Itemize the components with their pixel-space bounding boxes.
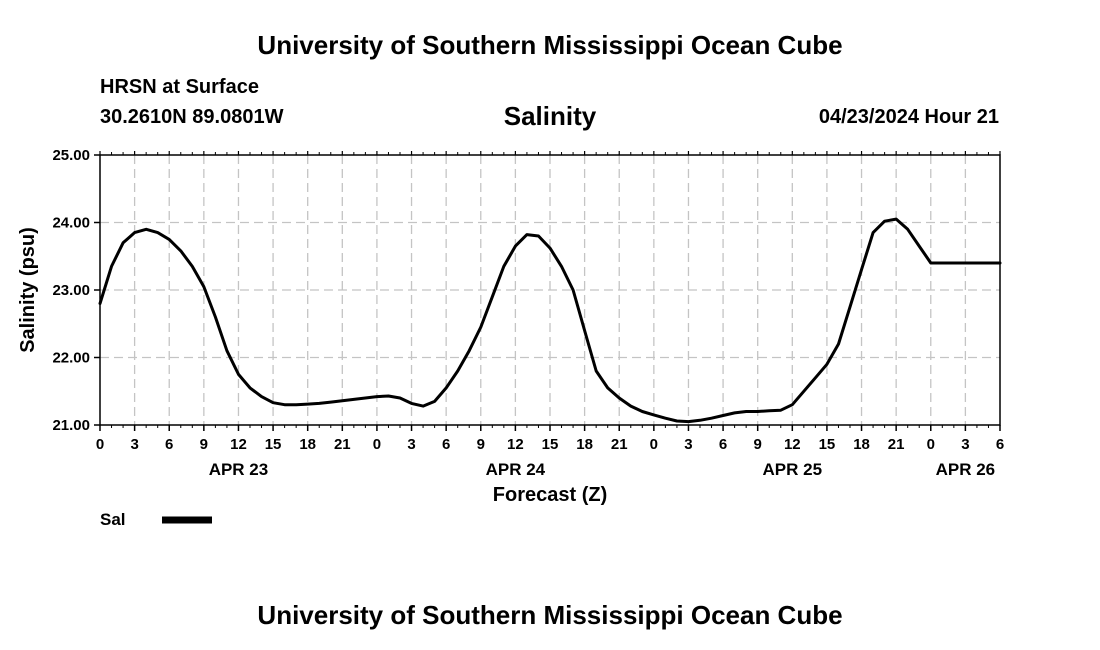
forecast-run-time: 04/23/2024 Hour 21: [818, 106, 999, 128]
x-tick-label: 6: [719, 436, 727, 453]
legend: Sal: [100, 510, 212, 529]
x-tick-label: 6: [442, 436, 450, 453]
y-axis: 21.00 22.00 23.00 24.00 25.00: [52, 147, 100, 434]
x-tick-label: 12: [784, 436, 801, 453]
x-tick-label: 6: [996, 436, 1004, 453]
x-axis-label: Forecast (Z): [493, 484, 607, 506]
legend-label: Sal: [100, 510, 126, 529]
x-tick-label: 6: [165, 436, 173, 453]
series-line-sal: [98, 217, 1002, 424]
x-tick-label: 9: [754, 436, 762, 453]
date-label: APR 23: [209, 460, 269, 479]
chart-title: Salinity: [503, 101, 597, 131]
y-tick-label: 24.00: [52, 215, 90, 232]
footer-title: University of Southern Mississippi Ocean…: [257, 600, 843, 630]
x-tick-label: 12: [230, 436, 247, 453]
x-tick-label: 3: [684, 436, 692, 453]
x-tick-label: 0: [650, 436, 658, 453]
plot-border: [99, 154, 1001, 426]
x-tick-label: 21: [334, 436, 351, 453]
coordinates-label: 30.2610N 89.0801W: [100, 106, 284, 128]
y-tick-label: 23.00: [52, 282, 90, 299]
x-tick-label: 18: [299, 436, 316, 453]
x-tick-label: 12: [507, 436, 524, 453]
x-tick-label: 3: [961, 436, 969, 453]
x-tick-label: 9: [200, 436, 208, 453]
x-tick-label: 15: [542, 436, 559, 453]
x-tick-label: 18: [853, 436, 870, 453]
series-layer: [98, 217, 1002, 424]
y-axis-label: Salinity (psu): [17, 227, 39, 353]
x-tick-label: 15: [819, 436, 836, 453]
x-tick-label: 3: [407, 436, 415, 453]
grid-lines: [100, 155, 1000, 425]
x-tick-label: 18: [576, 436, 593, 453]
x-tick-label: 9: [477, 436, 485, 453]
x-tick-label: 0: [927, 436, 935, 453]
date-label: APR 24: [486, 460, 546, 479]
date-label: APR 25: [763, 460, 823, 479]
page-title: University of Southern Mississippi Ocean…: [257, 30, 843, 60]
y-tick-label: 21.00: [52, 417, 90, 434]
x-tick-label: 21: [611, 436, 628, 453]
x-tick-label: 0: [96, 436, 104, 453]
x-tick-label: 15: [265, 436, 282, 453]
date-label: APR 26: [936, 460, 996, 479]
station-label: HRSN at Surface: [100, 76, 259, 98]
x-tick-label: 3: [130, 436, 138, 453]
x-tick-label: 0: [373, 436, 381, 453]
plot-frame: [99, 154, 1001, 426]
x-tick-label: 21: [888, 436, 905, 453]
y-tick-label: 22.00: [52, 350, 90, 367]
y-tick-label: 25.00: [52, 147, 90, 164]
